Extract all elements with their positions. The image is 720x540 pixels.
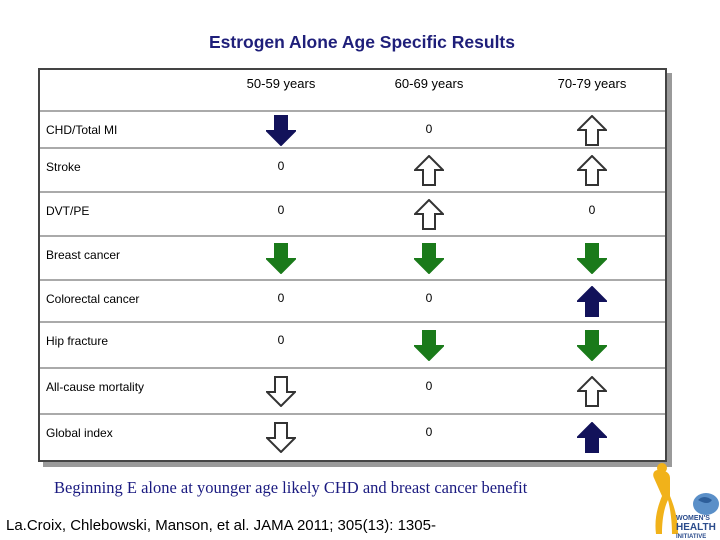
arrow-down-icon bbox=[266, 376, 296, 407]
zero-marker: 0 bbox=[277, 159, 285, 173]
arrow-up-icon bbox=[577, 155, 607, 186]
zero-marker: 0 bbox=[425, 425, 433, 439]
zero-marker: 0 bbox=[425, 379, 433, 393]
table-grid bbox=[40, 110, 665, 415]
column-header: 70-79 years bbox=[557, 76, 627, 91]
row-label: Stroke bbox=[46, 160, 81, 174]
zero-marker: 0 bbox=[277, 203, 285, 217]
column-header: 50-59 years bbox=[246, 76, 316, 91]
results-table: 50-59 years 60-69 years 70-79 years CHD/To… bbox=[38, 68, 667, 462]
arrow-down-icon bbox=[266, 422, 296, 453]
arrow-up-icon bbox=[577, 286, 607, 317]
slide-title: Estrogen Alone Age Specific Results bbox=[209, 32, 515, 52]
logo-line1: WOMEN'S bbox=[676, 515, 710, 522]
row-label: Global index bbox=[46, 426, 113, 440]
row-label: Hip fracture bbox=[46, 334, 109, 348]
row-label: Breast cancer bbox=[46, 248, 121, 262]
arrow-up-icon bbox=[577, 422, 607, 453]
row-label: DVT/PE bbox=[46, 204, 90, 218]
arrow-up-icon bbox=[577, 376, 607, 407]
footer-takeaway: Beginning E alone at younger age likely … bbox=[54, 478, 528, 497]
row-label: Colorectal cancer bbox=[46, 292, 140, 306]
arrow-down-icon bbox=[414, 243, 444, 274]
arrow-down-icon bbox=[577, 330, 607, 361]
zero-marker: 0 bbox=[277, 333, 285, 347]
logo-line3: INITIATIVE bbox=[676, 534, 706, 540]
zero-marker: 0 bbox=[588, 203, 596, 217]
logo-line2: HEALTH bbox=[676, 522, 716, 533]
column-header: 60-69 years bbox=[394, 76, 464, 91]
row-label: CHD/Total MI bbox=[46, 123, 118, 137]
arrow-down-icon bbox=[414, 330, 444, 361]
arrow-up-icon bbox=[414, 155, 444, 186]
arrow-down-icon bbox=[266, 243, 296, 274]
zero-marker: 0 bbox=[425, 291, 433, 305]
arrow-down-icon bbox=[577, 243, 607, 274]
whi-logo: WOMEN'S HEALTH INITIATIVE bbox=[640, 462, 720, 540]
arrow-up-icon bbox=[577, 114, 607, 146]
arrow-up-icon bbox=[414, 199, 444, 230]
row-label: All-cause mortality bbox=[46, 380, 145, 394]
zero-marker: 0 bbox=[277, 291, 285, 305]
citation: La.Croix, Chlebowski, Manson, et al. JAM… bbox=[6, 517, 436, 534]
zero-marker: 0 bbox=[425, 122, 433, 136]
arrow-down-icon bbox=[266, 114, 296, 146]
